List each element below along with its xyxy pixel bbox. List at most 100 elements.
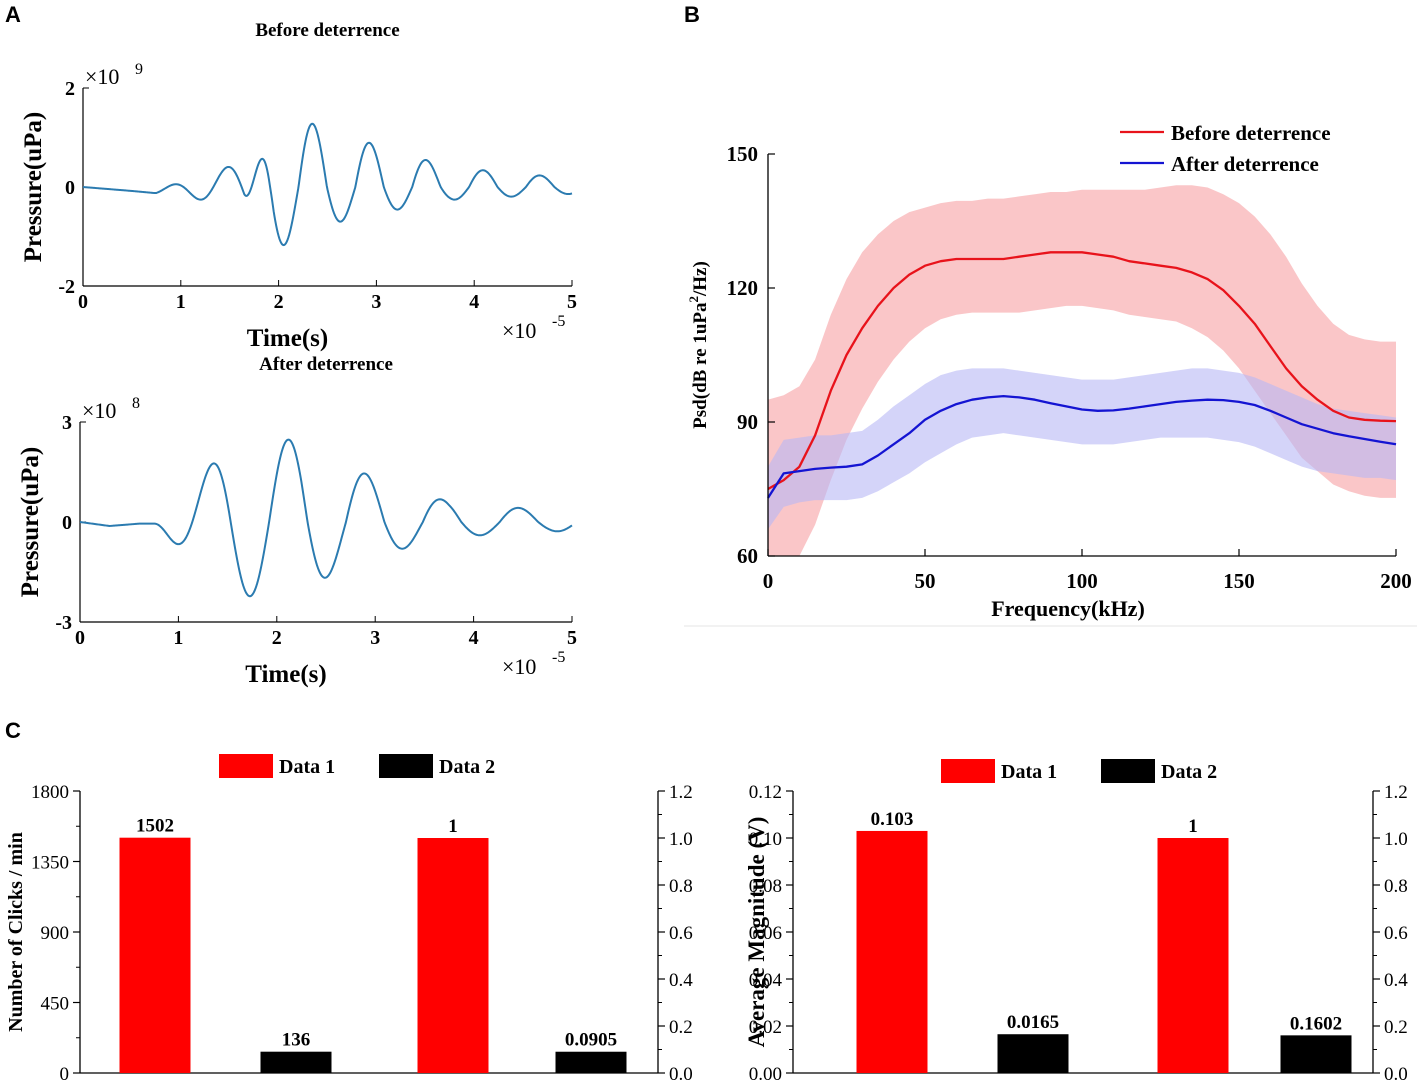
magnitude-bar-label-g1-2: 0.0165 <box>1007 1012 1059 1033</box>
magnitude-right-tick-label: 0.0 <box>1384 1064 1408 1082</box>
after-x-tick-label: 2 <box>272 627 282 649</box>
panel-label-b: B <box>684 2 700 27</box>
psd-band-after <box>768 368 1396 530</box>
after-x-exponent: -5 <box>552 649 565 666</box>
psd-y-tick-label: 60 <box>737 544 758 568</box>
panel-label-c: C <box>5 718 21 743</box>
before-y-label: Pressure(uPa) <box>20 112 47 262</box>
after-y-tick-label: 3 <box>62 412 72 434</box>
magnitude-left-tick-label: 0.02 <box>749 1017 782 1038</box>
chart-clicks-bars: 0 450 900 1350 1800 0.0 0.2 0.4 0.6 0.8 1.0 1.2 Numb… <box>5 754 693 1082</box>
after-x-tick-label: 3 <box>370 627 380 649</box>
before-y-multiplier: ×10 <box>85 64 119 89</box>
before-x-tick-label: 1 <box>176 291 186 313</box>
before-waveform-line <box>82 122 573 247</box>
psd-y-tick-label: 90 <box>737 410 758 434</box>
psd-legend-label-before: Before deterrence <box>1171 121 1331 145</box>
clicks-bar-g2-1 <box>417 838 489 1073</box>
clicks-left-tick-label: 0 <box>60 1064 70 1082</box>
psd-y-label-main: Psd(dB re 1uPa <box>690 302 711 429</box>
clicks-bar-g1-1 <box>119 837 191 1073</box>
chart-psd: 0 50 100 150 200 60 90 120 150 Frequency(kHz) Psd(… <box>686 121 1412 621</box>
clicks-bar-label-g2-1: 1 <box>448 816 458 837</box>
after-waveform-line <box>79 438 573 598</box>
magnitude-bar-g1-2 <box>997 1034 1069 1073</box>
before-x-multiplier: ×10 <box>502 318 536 343</box>
psd-line-before <box>767 251 1397 491</box>
clicks-bar-g2-2 <box>555 1051 627 1073</box>
after-x-tick-label: 0 <box>75 627 85 649</box>
before-x-label: Time(s) <box>247 325 328 352</box>
psd-y-tick-label: 120 <box>727 276 759 300</box>
magnitude-right-tick-label: 1.2 <box>1384 782 1408 803</box>
clicks-y-label: Number of Clicks / min <box>5 832 27 1032</box>
before-x-tick-label: 4 <box>469 291 479 313</box>
psd-x-tick-label: 150 <box>1223 569 1255 593</box>
panel-label-a: A <box>5 2 21 27</box>
magnitude-legend-swatch-1 <box>941 759 995 783</box>
magnitude-left-tick-label: 0.04 <box>749 970 783 991</box>
after-y-exponent: 8 <box>132 395 140 412</box>
psd-y-label: Psd(dB re 1uPa2/Hz) <box>686 261 711 429</box>
magnitude-legend-label-2: Data 2 <box>1161 761 1217 783</box>
magnitude-right-tick-label: 0.8 <box>1384 876 1408 897</box>
after-x-label: Time(s) <box>245 661 326 688</box>
after-x-multiplier: ×10 <box>502 654 536 679</box>
psd-y-label-tail: /Hz) <box>690 261 711 297</box>
after-x-tick-label: 1 <box>173 627 183 649</box>
clicks-left-tick-label: 450 <box>41 994 70 1015</box>
clicks-bar-label-g2-2: 0.0905 <box>565 1030 617 1051</box>
clicks-right-tick-label: 0.2 <box>669 1017 693 1038</box>
clicks-right-tick-label: 1.0 <box>669 829 693 850</box>
psd-x-label: Frequency(kHz) <box>991 596 1145 621</box>
magnitude-right-tick-label: 0.2 <box>1384 1017 1408 1038</box>
psd-y-label-sup: 2 <box>686 296 701 303</box>
magnitude-legend-label-1: Data 1 <box>1001 761 1057 783</box>
magnitude-left-tick-label: 0.10 <box>749 829 782 850</box>
before-y-tick-label: 0 <box>65 177 75 199</box>
magnitude-y-label: Average Magnitude (V) <box>744 817 769 1048</box>
psd-x-tick-label: 0 <box>763 569 774 593</box>
magnitude-legend-swatch-2 <box>1101 759 1155 783</box>
magnitude-bar-g2-1 <box>1157 838 1229 1073</box>
after-y-multiplier: ×10 <box>82 398 116 423</box>
magnitude-left-tick-label: 0.12 <box>749 782 782 803</box>
after-y-tick-label: -3 <box>55 612 72 634</box>
clicks-bar-label-g1-2: 136 <box>282 1030 311 1051</box>
magnitude-bar-g2-2 <box>1280 1035 1352 1073</box>
psd-x-tick-label: 100 <box>1066 569 1098 593</box>
magnitude-bar-label-g1-1: 0.103 <box>871 809 914 830</box>
clicks-left-tick-label: 900 <box>41 923 70 944</box>
magnitude-left-tick-label: 0.08 <box>749 876 782 897</box>
magnitude-bar-label-g2-2: 0.1602 <box>1290 1013 1342 1034</box>
clicks-legend-label-1: Data 1 <box>279 756 335 778</box>
magnitude-left-tick-label: 0.00 <box>749 1064 782 1082</box>
psd-y-tick-label: 150 <box>727 142 759 166</box>
before-title: Before deterrence <box>255 20 399 41</box>
before-x-tick-label: 0 <box>78 291 88 313</box>
clicks-legend-swatch-2 <box>379 754 433 778</box>
before-x-tick-label: 2 <box>274 291 284 313</box>
clicks-right-tick-label: 0.6 <box>669 923 693 944</box>
magnitude-left-tick-label: 0.06 <box>749 923 782 944</box>
after-y-tick-label: 0 <box>62 512 72 534</box>
before-y-exponent: 9 <box>135 61 143 78</box>
magnitude-bar-g1-1 <box>856 830 928 1073</box>
before-x-exponent: -5 <box>552 313 565 330</box>
clicks-legend-swatch-1 <box>219 754 273 778</box>
before-x-tick-label: 3 <box>371 291 381 313</box>
before-x-tick-label: 5 <box>567 291 577 313</box>
psd-x-tick-label: 200 <box>1380 569 1412 593</box>
psd-line-after <box>767 394 1397 499</box>
after-x-tick-label: 5 <box>567 627 577 649</box>
magnitude-right-tick-label: 0.6 <box>1384 923 1408 944</box>
magnitude-bar-label-g2-1: 1 <box>1188 816 1198 837</box>
before-y-tick-label: 2 <box>65 78 75 100</box>
clicks-right-tick-label: 1.2 <box>669 782 693 803</box>
after-title: After deterrence <box>259 354 393 375</box>
clicks-left-tick-label: 1800 <box>31 782 69 803</box>
magnitude-right-tick-label: 0.4 <box>1384 970 1408 991</box>
